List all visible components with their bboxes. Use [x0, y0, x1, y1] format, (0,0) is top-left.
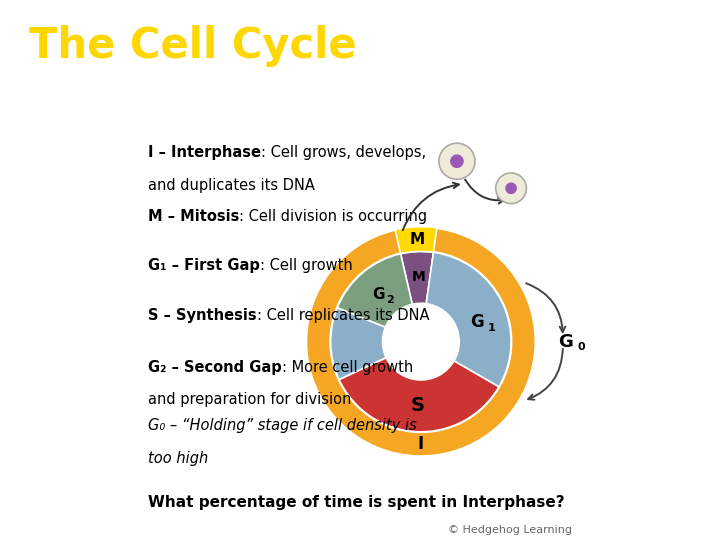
FancyArrowPatch shape	[402, 183, 459, 230]
Text: M – Mitosis: M – Mitosis	[148, 208, 240, 224]
Text: 2: 2	[386, 294, 394, 305]
Circle shape	[439, 143, 475, 179]
Wedge shape	[330, 308, 386, 380]
Wedge shape	[337, 254, 413, 327]
Text: and preparation for division: and preparation for division	[148, 392, 351, 407]
Text: What percentage of time is spent in Interphase?: What percentage of time is spent in Inte…	[148, 495, 564, 510]
Text: © Hedgehog Learning: © Hedgehog Learning	[448, 525, 572, 536]
Wedge shape	[339, 358, 499, 432]
FancyArrowPatch shape	[526, 284, 565, 332]
Text: G₀ – “Holding” stage if cell density is: G₀ – “Holding” stage if cell density is	[148, 418, 417, 433]
Circle shape	[505, 183, 517, 194]
Text: too high: too high	[148, 451, 208, 465]
Text: : Cell replicates its DNA: : Cell replicates its DNA	[257, 308, 429, 323]
Wedge shape	[306, 227, 536, 457]
Text: G: G	[559, 333, 574, 350]
Text: M: M	[412, 271, 426, 285]
FancyArrowPatch shape	[528, 349, 563, 400]
Text: and duplicates its DNA: and duplicates its DNA	[148, 178, 315, 193]
Circle shape	[450, 154, 464, 168]
Text: : Cell division is occurring: : Cell division is occurring	[240, 208, 428, 224]
Text: G: G	[471, 313, 485, 330]
Text: G₂ – Second Gap: G₂ – Second Gap	[148, 360, 282, 375]
Text: I: I	[418, 435, 424, 453]
Text: 0: 0	[577, 342, 585, 353]
Text: I – Interphase: I – Interphase	[148, 145, 261, 160]
Text: : Cell growth: : Cell growth	[260, 258, 353, 273]
Text: M: M	[410, 232, 425, 247]
Text: : Cell grows, develops,: : Cell grows, develops,	[261, 145, 426, 160]
Text: G₁ – First Gap: G₁ – First Gap	[148, 258, 260, 273]
Text: 1: 1	[488, 322, 496, 333]
Wedge shape	[426, 252, 511, 387]
Text: S: S	[410, 396, 425, 415]
FancyArrowPatch shape	[465, 179, 504, 204]
Text: G: G	[372, 287, 385, 302]
Text: : More cell growth: : More cell growth	[282, 360, 413, 375]
Circle shape	[496, 173, 526, 204]
Wedge shape	[395, 227, 437, 254]
Text: S – Synthesis: S – Synthesis	[148, 308, 257, 323]
Text: The Cell Cycle: The Cell Cycle	[29, 25, 356, 68]
Wedge shape	[400, 252, 433, 304]
